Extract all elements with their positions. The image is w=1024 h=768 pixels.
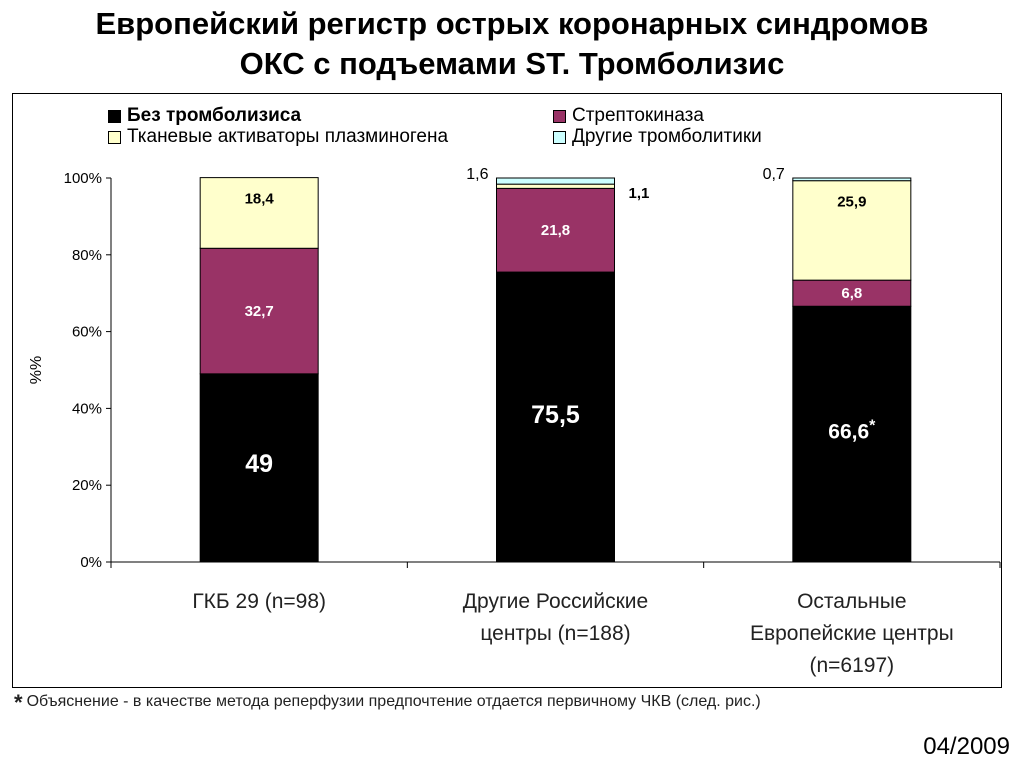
bar-segment <box>199 373 319 563</box>
bar-segment <box>199 177 319 249</box>
bar-segment <box>496 271 615 563</box>
data-label: 25,9 <box>837 194 866 211</box>
bar-segment <box>496 177 615 185</box>
legend-swatch-streptokinase <box>553 109 566 123</box>
y-tick-label: 100% <box>64 170 102 187</box>
category-label: (n=6197) <box>810 654 895 677</box>
legend-item-streptokinase: Стрептокиназа <box>553 106 704 126</box>
data-label: 18,4 <box>245 191 275 208</box>
chart-frame: Без тромболизиса Стрептокиназа Тканевые … <box>12 93 1002 688</box>
bar-segment <box>496 187 615 273</box>
category-label: ГКБ 29 (n=98) <box>192 590 326 613</box>
bar-segment <box>792 180 912 281</box>
bar-segment <box>792 177 912 182</box>
bar-segment <box>496 183 615 189</box>
legend-swatch-tissue-activators <box>108 130 121 144</box>
y-tick-label: 0% <box>80 554 102 571</box>
legend-swatch-no-thrombolysis <box>108 109 121 123</box>
y-axis-label: %% <box>28 356 45 384</box>
data-label: 6,8 <box>841 285 862 302</box>
data-label: 21,8 <box>541 222 570 239</box>
category-label: Остальные <box>797 590 906 613</box>
y-tick-label: 40% <box>72 400 102 417</box>
slide-title: Европейский регистр острых коронарных си… <box>0 4 1024 84</box>
data-label: 75,5 <box>531 401 580 429</box>
data-label: 1,6 <box>466 166 488 183</box>
stacked-bar-chart: 0% 20% 40% 60% 80% 100%%% 49 32,7 18,4 ГКБ 29 (n=… <box>28 166 1001 677</box>
y-tick-label: 20% <box>72 477 102 494</box>
footnote: * Объяснение - в качестве метода реперфуз… <box>14 690 761 716</box>
data-label: 66,6* <box>828 417 876 443</box>
data-label: 0,7 <box>763 166 785 183</box>
annotation-star: * <box>869 417 876 434</box>
data-label: 49 <box>245 450 273 478</box>
y-tick-label: 60% <box>72 324 102 341</box>
legend-item-other-thrombolytics: Другие тромболитики <box>553 127 762 147</box>
category-label: центры (n=188) <box>480 622 630 645</box>
legend-label: Без тромболизиса <box>127 105 302 126</box>
y-tick-label: 80% <box>72 247 102 264</box>
footnote-text: Объяснение - в качестве метода реперфузи… <box>26 693 761 710</box>
footnote-star: * <box>14 690 23 715</box>
title-line-1: Европейский регистр острых коронарных си… <box>95 6 929 41</box>
category-label: Европейские центры <box>750 622 954 645</box>
data-label: 1,1 <box>629 185 650 202</box>
data-label: 32,7 <box>245 303 274 320</box>
legend-label: Тканевые активаторы плазминогена <box>127 126 449 147</box>
legend-item-tissue-activators: Тканевые активаторы плазминогена <box>108 127 448 147</box>
legend-item-no-thrombolysis: Без тромболизиса <box>108 106 301 126</box>
title-line-2: ОКС с подъемами ST. Тромболизис <box>239 46 785 81</box>
legend-label: Стрептокиназа <box>572 105 704 126</box>
legend-label: Другие тромболитики <box>572 126 762 147</box>
category-label: Другие Российские <box>463 590 648 613</box>
date-label: 04/2009 <box>923 733 1010 760</box>
legend-swatch-other-thrombolytics <box>553 130 566 144</box>
bar-segment <box>792 305 912 563</box>
